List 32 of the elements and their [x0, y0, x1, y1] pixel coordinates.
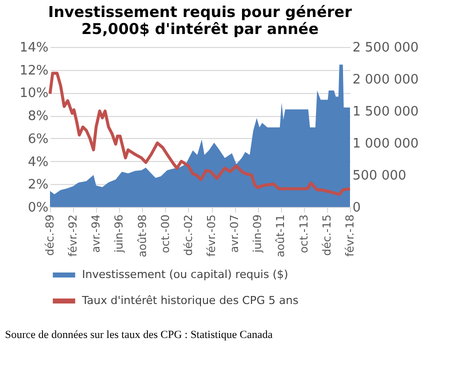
y-tick-label: 14% — [20, 40, 48, 56]
y2-tick-label: 0 — [352, 200, 361, 216]
y-tick-label: 4% — [28, 154, 48, 170]
legend-label: Investissement (ou capital) requis ($) — [82, 268, 288, 281]
y-tick-label: 8% — [28, 109, 48, 124]
x-tick-label: avr.-07 — [228, 214, 242, 253]
y-tick-label: 2% — [28, 178, 48, 193]
x-tick-label: avr.-94 — [90, 214, 103, 253]
x-tick-label: déc.-15 — [320, 214, 334, 256]
y2-tick-label: 2 000 000 — [352, 72, 419, 88]
y-tick-label: 6% — [28, 132, 48, 147]
x-tick-label: févr.-05 — [205, 214, 218, 257]
y-tick-label: 0% — [28, 200, 48, 216]
x-tick-label: déc.-02 — [182, 214, 195, 256]
x-tick-label: juin-09 — [251, 214, 264, 254]
y2-tick-label: 1 500 000 — [352, 104, 419, 120]
legend-label: Taux d'intérêt historique des CPG 5 ans — [81, 294, 299, 307]
x-tick-label: déc.-89 — [44, 214, 56, 256]
x-tick-label: oct.-00 — [158, 214, 172, 254]
x-tick-label: févr.-18 — [344, 214, 356, 257]
y2-tick-label: 500 000 — [352, 168, 406, 184]
x-tick-label: août-11 — [274, 214, 288, 258]
y-tick-label: 12% — [20, 63, 48, 78]
x-tick-label: juin-96 — [112, 214, 126, 254]
chart-title: Investissement requis pour générer 25,000$ d'intérêt par année — [48, 3, 352, 38]
y2-tick-label: 1 000 000 — [352, 136, 419, 152]
x-tick-label: août-98 — [136, 214, 149, 258]
x-tick-label: févr.-92 — [66, 214, 80, 257]
y2-tick-label: 2 500 000 — [352, 40, 419, 56]
source-note: Source de données sur les taux des CPG : Statistique Canada — [5, 329, 273, 341]
x-tick-label: oct.-13 — [297, 214, 310, 254]
y-tick-label: 10% — [20, 86, 48, 102]
